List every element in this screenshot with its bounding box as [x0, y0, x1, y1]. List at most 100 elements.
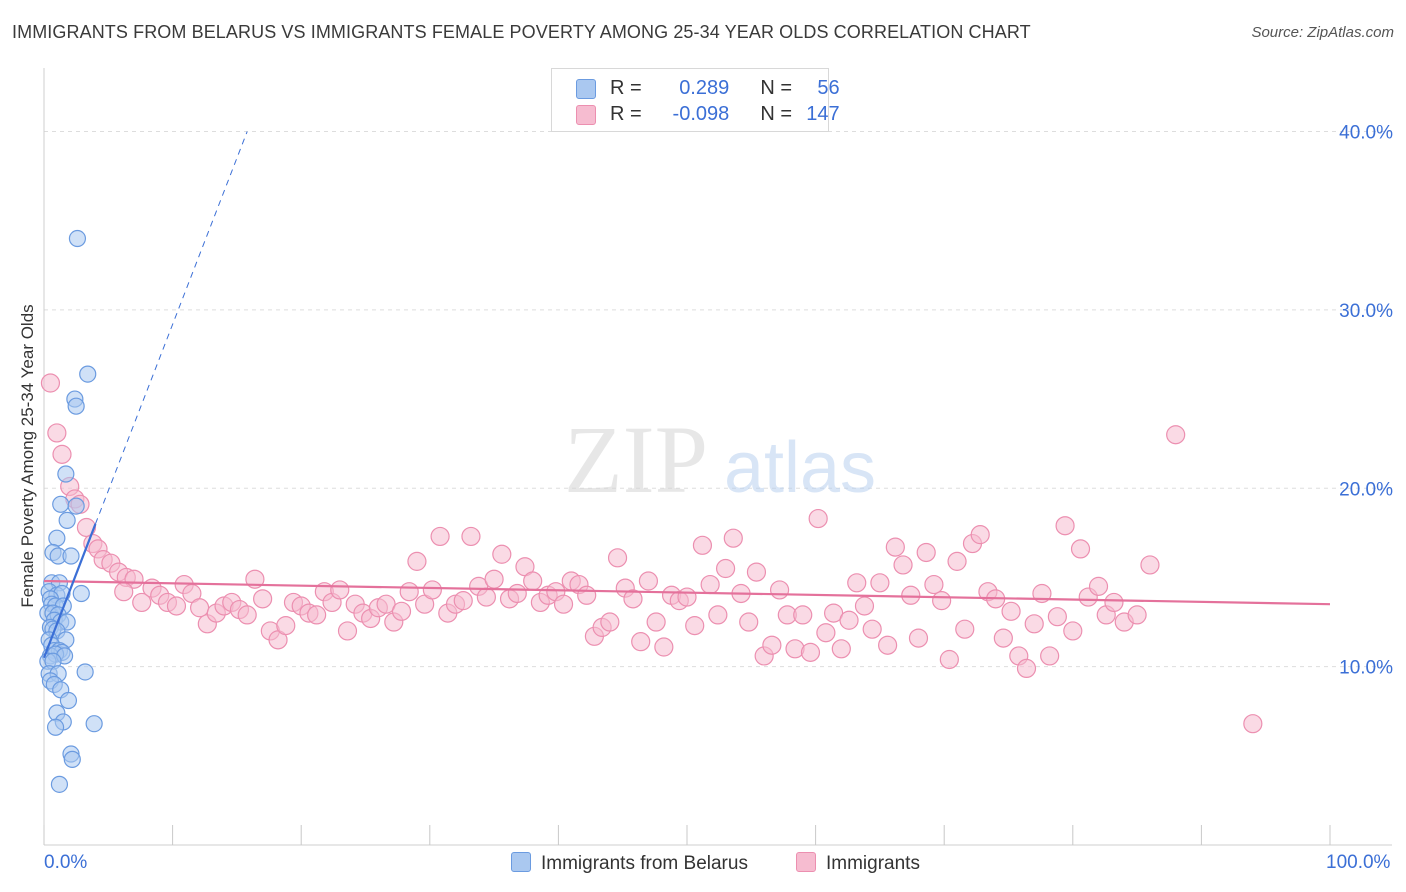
- belarus-point: [68, 229, 87, 248]
- y-tick-label: 10.0%: [1339, 658, 1393, 679]
- immigrants-point: [40, 373, 61, 393]
- belarus-r-value: 0.289: [679, 77, 730, 99]
- immigrants-point: [1047, 607, 1067, 627]
- immigrants-n-label: N =: [760, 103, 793, 125]
- immigrants-point: [955, 619, 975, 639]
- immigrants-point: [715, 558, 736, 579]
- immigrants-r-value: -0.098: [672, 103, 730, 125]
- immigrants-point: [166, 596, 187, 616]
- belarus-n-value: 56: [817, 77, 840, 99]
- belarus-point: [57, 465, 75, 483]
- immigrants-point: [793, 605, 813, 625]
- immigrants-point: [399, 582, 419, 602]
- immigrants-point: [276, 616, 296, 636]
- immigrants-point: [993, 628, 1013, 648]
- immigrants-point: [654, 637, 674, 657]
- immigrants-point: [330, 580, 350, 600]
- immigrants-point: [577, 585, 597, 605]
- x-tick-label-max: 100.0%: [1326, 852, 1391, 873]
- immigrants-point: [769, 580, 790, 600]
- immigrants-point: [947, 551, 967, 571]
- watermark-atlas: atlas: [724, 428, 876, 508]
- immigrants-point: [1127, 605, 1147, 625]
- watermark-zip: ZIP: [564, 406, 708, 513]
- immigrants-point: [700, 574, 720, 595]
- belarus-point: [72, 584, 90, 603]
- watermark: ZIP atlas: [564, 406, 876, 513]
- bottom-belarus-swatch: [511, 852, 531, 872]
- immigrants-point: [1166, 425, 1186, 445]
- immigrants-point: [723, 528, 743, 548]
- immigrants-point: [407, 551, 427, 571]
- grid-lines: [44, 131, 1392, 668]
- immigrants-point: [901, 585, 921, 605]
- immigrants-point: [132, 592, 152, 613]
- immigrants-point: [870, 573, 890, 593]
- y-tick-label: 40.0%: [1339, 123, 1393, 144]
- bottom-legend-belarus: Immigrants from Belarus: [511, 852, 748, 875]
- immigrants-point: [816, 623, 836, 643]
- immigrants-point: [623, 589, 643, 609]
- immigrants-point: [916, 542, 936, 563]
- immigrants-r-label: R =: [610, 103, 642, 125]
- belarus-point: [46, 718, 65, 736]
- chart-title: IMMIGRANTS FROM BELARUS VS IMMIGRANTS FE…: [12, 22, 1031, 42]
- bottom-immigrants-swatch: [796, 852, 816, 872]
- immigrants-point: [607, 548, 628, 568]
- immigrants-swatch: [576, 105, 596, 125]
- immigrants-point: [1088, 576, 1109, 596]
- immigrants-point: [337, 621, 358, 641]
- immigrants-point: [839, 610, 859, 630]
- immigrants-point: [631, 632, 651, 652]
- belarus-point: [63, 750, 81, 768]
- immigrants-point: [847, 573, 867, 593]
- belarus-trend-extension: [94, 131, 248, 525]
- immigrants-point: [1070, 539, 1091, 559]
- trend-lines: [42, 131, 1331, 659]
- immigrants-point: [808, 508, 828, 529]
- immigrants-point: [47, 423, 67, 443]
- y-tick-label: 20.0%: [1339, 479, 1393, 500]
- immigrants-point: [1140, 555, 1160, 575]
- immigrants-point: [391, 601, 412, 621]
- immigrants-point: [237, 605, 257, 625]
- immigrants-point: [1055, 516, 1075, 536]
- immigrants-point: [507, 583, 527, 604]
- immigrants-points: [40, 373, 1263, 734]
- immigrants-point: [646, 612, 666, 632]
- belarus-trend-line: [42, 523, 97, 659]
- immigrants-n-value: 147: [806, 103, 840, 125]
- belarus-points: [39, 229, 103, 793]
- immigrants-point: [484, 569, 504, 589]
- belarus-point: [50, 775, 69, 793]
- belarus-point: [52, 495, 70, 513]
- immigrants-point: [1104, 592, 1124, 613]
- immigrants-point: [638, 571, 659, 591]
- immigrants-point: [685, 616, 705, 636]
- immigrants-point: [762, 635, 782, 655]
- immigrants-point: [939, 649, 959, 670]
- belarus-r-label: R =: [610, 77, 642, 99]
- x-tick-label-min: 0.0%: [44, 852, 88, 873]
- immigrants-point: [600, 612, 620, 632]
- immigrants-point: [492, 544, 512, 564]
- belarus-point: [76, 663, 94, 681]
- stats-legend: R = 0.289 N = 56 R = -0.098 N = 147: [551, 68, 840, 132]
- immigrants-point: [476, 587, 496, 607]
- belarus-n-label: N =: [760, 77, 793, 99]
- immigrants-point: [800, 642, 821, 662]
- immigrants-trend-line: [43, 579, 1331, 606]
- immigrants-point: [885, 537, 905, 557]
- immigrants-point: [824, 603, 844, 623]
- immigrants-point: [253, 589, 273, 609]
- immigrants-point: [739, 612, 759, 632]
- axes: [43, 68, 1392, 846]
- immigrants-point: [854, 596, 875, 616]
- belarus-point: [79, 365, 97, 383]
- immigrants-point: [52, 444, 72, 464]
- belarus-point: [58, 511, 76, 529]
- immigrants-point: [932, 591, 952, 611]
- immigrants-point: [893, 555, 913, 575]
- immigrants-point: [708, 605, 728, 625]
- immigrants-point: [430, 526, 450, 547]
